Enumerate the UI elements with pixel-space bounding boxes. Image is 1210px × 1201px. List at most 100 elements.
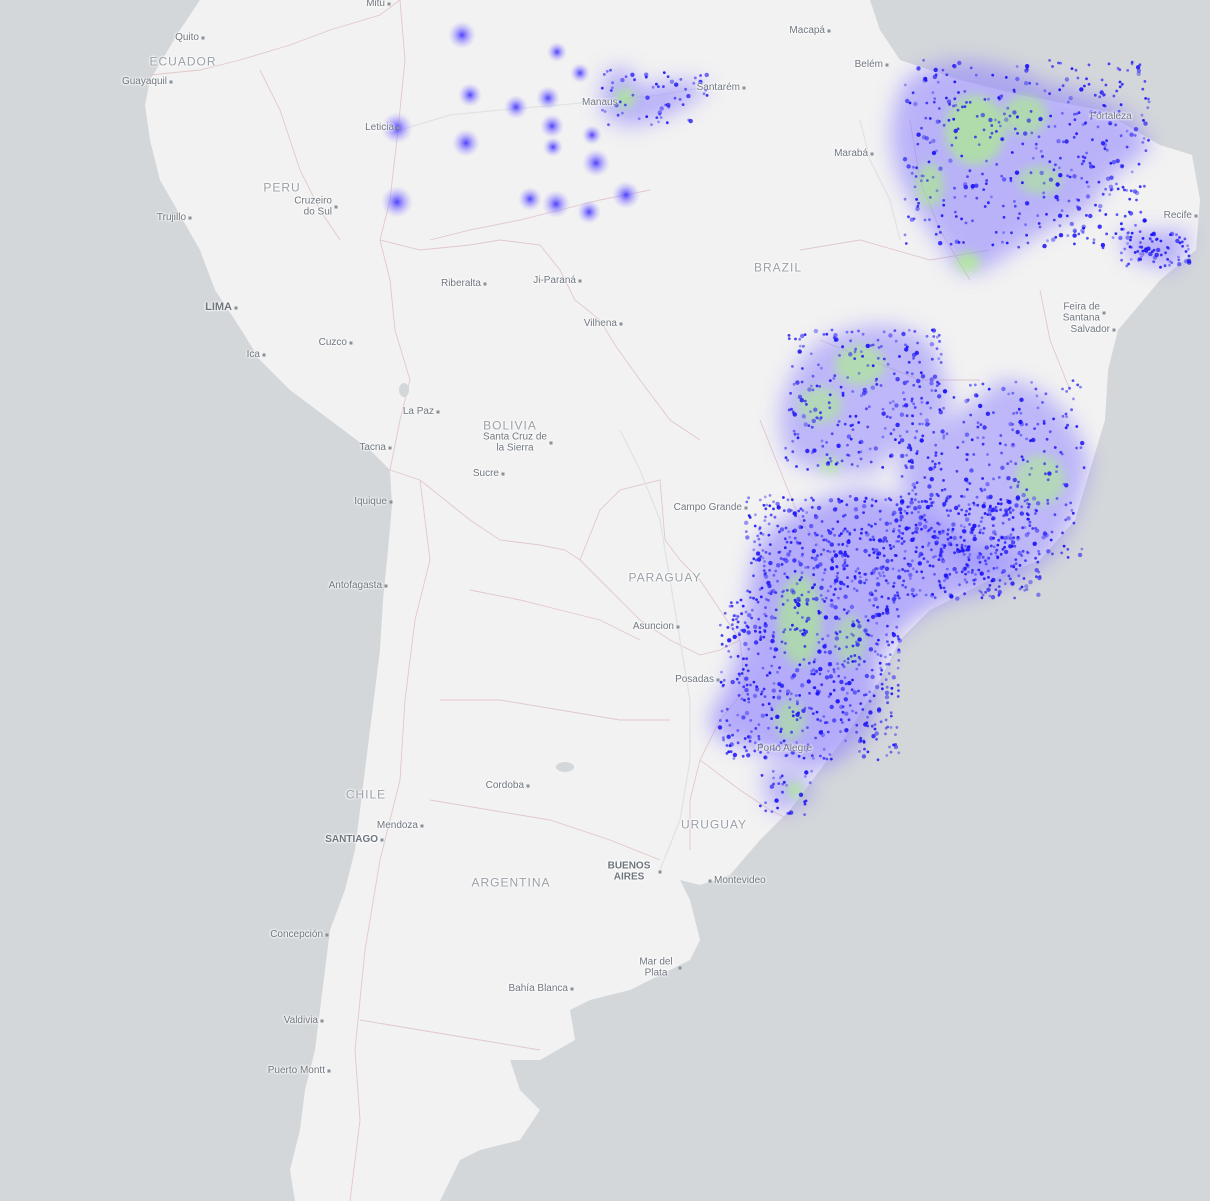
data-point: [857, 624, 862, 629]
city-label-leticia[interactable]: Leticia: [365, 121, 394, 133]
data-point: [1125, 264, 1129, 268]
data-point: [803, 800, 806, 804]
city-label-campo-grande[interactable]: Campo Grande: [673, 501, 742, 513]
data-point: [911, 91, 915, 95]
city-label-vilhena[interactable]: Vilhena: [583, 317, 617, 329]
city-marker: [389, 500, 393, 504]
city-label-santa-cruz[interactable]: Santa Cruz de la Sierra: [483, 431, 547, 453]
city-label-ji-parana[interactable]: Ji-Paraná: [533, 274, 576, 286]
city-label-recife[interactable]: Recife: [1163, 209, 1192, 221]
city-label-manaus[interactable]: Manaus: [582, 96, 618, 108]
city-label-cordoba[interactable]: Cordoba: [485, 779, 524, 791]
city-label-montevideo[interactable]: Montevideo: [714, 874, 766, 886]
city-label-guayaquil[interactable]: Guayaquil: [121, 75, 167, 87]
data-point: [1048, 92, 1051, 95]
data-point: [805, 597, 810, 603]
data-point: [897, 529, 901, 532]
data-point: [937, 558, 941, 561]
data-point: [815, 669, 819, 673]
city-label-maraba[interactable]: Marabá: [834, 147, 868, 159]
data-point: [866, 364, 870, 367]
data-point: [1046, 478, 1050, 482]
city-label-lima[interactable]: LIMA: [205, 301, 232, 314]
data-point: [805, 448, 810, 454]
data-point: [995, 163, 999, 166]
city-label-ica[interactable]: Ica: [246, 348, 260, 360]
city-label-feira-de-santana[interactable]: Feira de Santana: [1062, 301, 1100, 323]
data-point: [1011, 428, 1015, 432]
data-point: [934, 540, 939, 545]
data-point: [863, 628, 868, 633]
city-marker: [188, 216, 192, 220]
data-point: [759, 804, 762, 808]
city-label-puerto-montt[interactable]: Puerto Montt: [267, 1064, 325, 1076]
data-point: [891, 407, 895, 411]
city-label-belem[interactable]: Belém: [854, 58, 883, 70]
data-point: [1008, 536, 1014, 541]
city-label-mitu[interactable]: Mitú: [366, 0, 385, 9]
data-point: [1177, 255, 1180, 259]
city-label-asuncion[interactable]: Asuncion: [632, 620, 674, 632]
data-point: [840, 499, 844, 503]
data-point: [960, 217, 963, 221]
data-point: [914, 593, 918, 597]
city-label-salvador[interactable]: Salvador: [1070, 323, 1110, 335]
data-point: [1088, 161, 1092, 165]
city-label-valdivia[interactable]: Valdivia: [283, 1014, 318, 1026]
city-label-trujillo[interactable]: Trujillo: [156, 211, 186, 223]
data-point: [832, 507, 838, 512]
data-point: [818, 666, 823, 672]
city-label-buenos-aires[interactable]: BUENOS AIRES: [607, 860, 651, 882]
city-label-fortaleza[interactable]: Fortaleza: [1090, 110, 1132, 122]
data-point: [725, 744, 729, 747]
data-point: [997, 585, 1001, 588]
data-point: [870, 504, 874, 508]
data-point: [861, 391, 867, 396]
data-point: [939, 231, 942, 234]
city-label-quito[interactable]: Quito: [175, 31, 199, 43]
city-label-cruzeiro-do-sul[interactable]: Cruzeiro do Sul: [294, 195, 332, 217]
data-point: [813, 531, 817, 535]
data-point: [965, 453, 969, 456]
city-label-bahia-blanca[interactable]: Bahía Blanca: [508, 982, 569, 994]
data-point: [976, 503, 980, 507]
data-point: [892, 529, 895, 533]
data-point: [1059, 156, 1062, 160]
city-label-cuzco[interactable]: Cuzco: [318, 336, 347, 348]
data-point: [825, 721, 829, 724]
data-point: [1031, 156, 1035, 160]
data-point: [790, 498, 794, 501]
data-point: [777, 744, 780, 748]
city-label-concepcion[interactable]: Concepción: [270, 928, 323, 940]
city-label-macapa[interactable]: Macapá: [789, 24, 825, 36]
city-label-posadas[interactable]: Posadas: [675, 673, 714, 685]
city-label-santarem[interactable]: Santarém: [696, 81, 740, 93]
data-point: [726, 734, 731, 739]
city-label-porto-alegre[interactable]: Porto Alegre: [757, 742, 813, 754]
data-point: [650, 123, 653, 126]
city-marker: [325, 933, 329, 937]
city-label-la-paz[interactable]: La Paz: [402, 405, 434, 417]
city-label-tacna[interactable]: Tacna: [359, 441, 386, 453]
data-point: [1140, 113, 1144, 117]
data-point: [839, 718, 843, 722]
city-label-riberalta[interactable]: Riberalta: [440, 277, 481, 289]
city-label-sucre[interactable]: Sucre: [472, 467, 499, 479]
data-point: [1093, 111, 1097, 114]
data-point: [1064, 426, 1068, 430]
data-point: [1012, 565, 1016, 569]
data-point: [800, 380, 804, 384]
data-point: [826, 669, 830, 673]
data-point: [923, 218, 927, 222]
data-point: [1054, 194, 1059, 200]
city-label-santiago[interactable]: SANTIAGO: [325, 833, 378, 845]
city-label-iquique[interactable]: Iquique: [354, 495, 387, 507]
data-point: [910, 592, 914, 596]
city-label-mar-del-plata[interactable]: Mar del Plata: [639, 956, 673, 978]
data-point: [704, 88, 708, 92]
city-label-mendoza[interactable]: Mendoza: [376, 819, 418, 831]
data-point: [1066, 556, 1070, 559]
city-label-antofagasta[interactable]: Antofagasta: [328, 579, 382, 591]
data-point: [905, 98, 910, 104]
